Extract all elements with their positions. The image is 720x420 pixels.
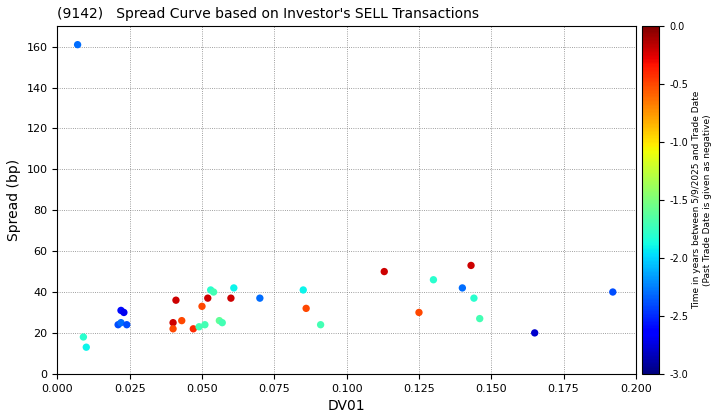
Point [456,285,468,291]
Point [300,305,312,312]
Point [428,276,439,283]
Point [465,262,477,269]
Point [468,295,480,302]
Point [607,289,618,295]
Point [413,309,425,316]
Point [72,41,84,48]
Point [121,321,132,328]
Point [379,268,390,275]
Point [78,333,89,340]
Point [202,295,214,302]
Point [529,330,541,336]
Point [115,307,127,314]
Point [187,326,199,332]
X-axis label: DV01: DV01 [328,399,366,413]
Point [205,286,217,293]
Point [225,295,237,302]
Point [217,319,228,326]
Point [315,321,326,328]
Point [199,321,211,328]
Point [170,297,181,304]
Point [228,285,240,291]
Point [297,286,309,293]
Point [81,344,92,351]
Y-axis label: Time in years between 5/9/2025 and Trade Date
(Past Trade Date is given as negat: Time in years between 5/9/2025 and Trade… [693,91,712,309]
Point [167,326,179,332]
Point [118,309,130,316]
Point [214,317,225,324]
Point [254,295,266,302]
Point [197,303,208,310]
Point [176,317,187,324]
Text: (9142)   Spread Curve based on Investor's SELL Transactions: (9142) Spread Curve based on Investor's … [58,7,480,21]
Point [167,319,179,326]
Point [112,321,124,328]
Point [208,289,220,295]
Y-axis label: Spread (bp): Spread (bp) [7,159,21,241]
Point [194,323,205,330]
Point [474,315,485,322]
Point [115,319,127,326]
